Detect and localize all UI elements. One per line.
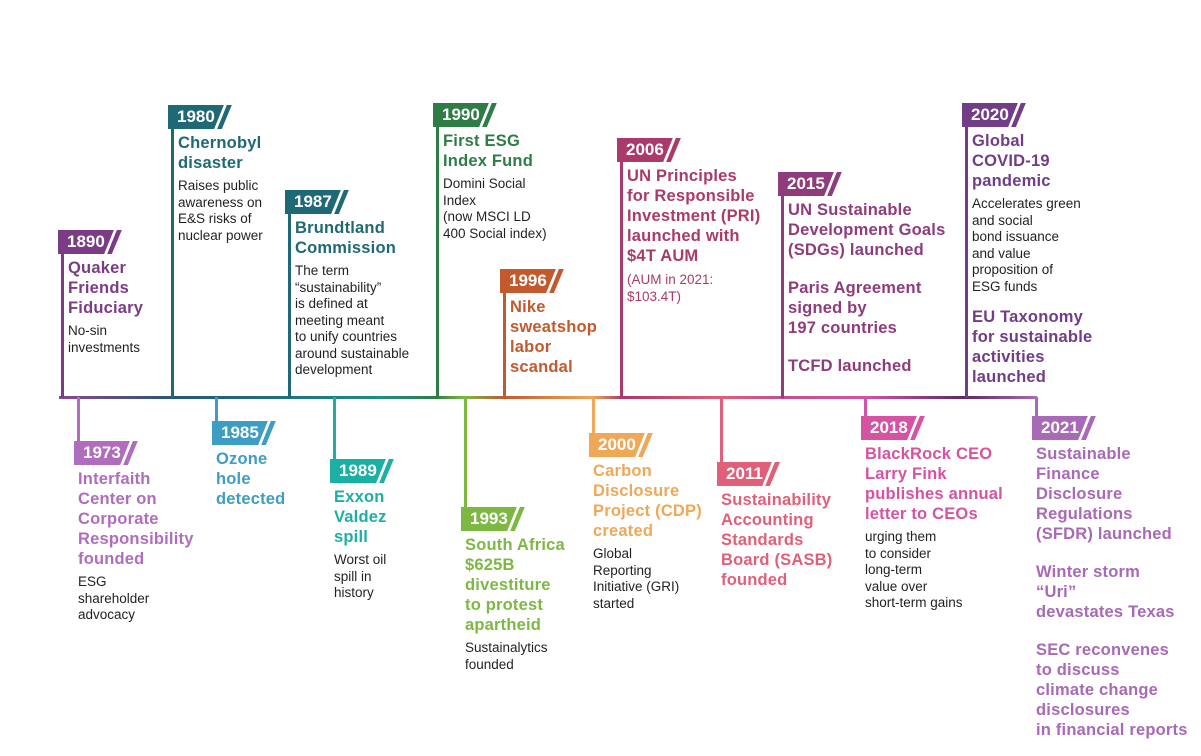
event-title: Chernobyl disaster bbox=[178, 134, 262, 172]
event-connector-1996 bbox=[503, 291, 506, 398]
event-text-2000: Carbon Disclosure Project (CDP) created G… bbox=[593, 461, 718, 612]
event-title: Ozone hole detected bbox=[216, 450, 286, 508]
event-title: SEC reconvenes to discuss climate change… bbox=[1036, 641, 1188, 739]
year-label: 2006 bbox=[626, 140, 664, 159]
year-badge-1993: 1993 bbox=[461, 507, 525, 531]
year-badge-2021: 2021 bbox=[1032, 416, 1096, 440]
year-badge-1987: 1987 bbox=[285, 190, 349, 214]
year-label: 1987 bbox=[294, 192, 332, 211]
year-label: 2015 bbox=[787, 174, 825, 193]
event-title: Winter storm “Uri” devastates Texas bbox=[1036, 563, 1175, 621]
event-connector-2000 bbox=[592, 397, 595, 435]
event-detail: The term “sustainability” is defined at … bbox=[295, 263, 410, 377]
event-text-1890: Quaker Friends Fiduciary No-sin investmen… bbox=[68, 258, 198, 356]
event-title: UN Sustainable Development Goals (SDGs) … bbox=[788, 201, 946, 259]
event-title: (AUM in 2021: $103.4T) bbox=[627, 272, 714, 304]
event-title: Paris Agreement signed by 197 countries bbox=[788, 279, 922, 337]
year-label: 1980 bbox=[177, 107, 215, 126]
event-connector-2015 bbox=[781, 194, 784, 398]
event-detail: Worst oil spill in history bbox=[334, 552, 387, 600]
year-label: 1990 bbox=[442, 105, 480, 124]
event-detail: Accelerates green and social bond issuan… bbox=[972, 196, 1081, 294]
year-badge-1996: 1996 bbox=[500, 269, 564, 293]
year-label: 1985 bbox=[221, 423, 259, 442]
year-badge-2011: 2011 bbox=[717, 462, 780, 486]
year-badge-1890: 1890 bbox=[58, 230, 122, 254]
event-text-1973: Interfaith Center on Corporate Responsib… bbox=[78, 469, 208, 624]
event-connector-2006 bbox=[620, 160, 623, 398]
event-connector-2011 bbox=[720, 397, 723, 464]
event-connector-1973 bbox=[77, 397, 80, 443]
event-title: UN Principles for Responsible Investment… bbox=[627, 167, 761, 265]
event-text-2018: BlackRock CEO Larry Fink publishes annua… bbox=[865, 444, 1010, 612]
event-text-2006: UN Principles for Responsible Investment… bbox=[627, 166, 777, 305]
event-text-1993: South Africa $625B divestiture to protes… bbox=[465, 535, 585, 673]
event-title: South Africa $625B divestiture to protes… bbox=[465, 536, 565, 634]
event-connector-2020 bbox=[965, 125, 968, 398]
event-detail: Domini Social Index (now MSCI LD 400 Soc… bbox=[443, 176, 547, 241]
event-detail: urging them to consider long-term value … bbox=[865, 529, 963, 610]
event-connector-2021 bbox=[1035, 397, 1038, 418]
year-badge-1985: 1985 bbox=[212, 421, 276, 445]
event-title: Sustainable Finance Disclosure Regulatio… bbox=[1036, 445, 1172, 543]
event-title: Brundtland Commission bbox=[295, 219, 397, 257]
event-text-2015: UN Sustainable Development Goals (SDGs) … bbox=[788, 200, 953, 376]
event-text-1990: First ESG Index Fund Domini Social Index … bbox=[443, 131, 583, 242]
year-badge-1990: 1990 bbox=[433, 103, 497, 127]
event-connector-1985 bbox=[215, 397, 218, 423]
event-text-1980: Chernobyl disaster Raises public awarenes… bbox=[178, 133, 308, 244]
year-badge-2018: 2018 bbox=[861, 416, 925, 440]
year-badge-2000: 2000 bbox=[589, 433, 653, 457]
year-badge-2006: 2006 bbox=[617, 138, 681, 162]
event-title: EU Taxonomy for sustainable activities l… bbox=[972, 308, 1093, 386]
event-text-1985: Ozone hole detected bbox=[216, 449, 316, 509]
event-connector-1980 bbox=[171, 127, 174, 398]
year-badge-2015: 2015 bbox=[778, 172, 842, 196]
event-detail: Raises public awareness on E&S risks of … bbox=[178, 178, 263, 243]
event-text-2020: Global COVID-19 pandemic Accelerates gree… bbox=[972, 131, 1117, 387]
event-title: Interfaith Center on Corporate Responsib… bbox=[78, 470, 194, 568]
event-detail: Global Reporting Initiative (GRI) starte… bbox=[593, 546, 680, 611]
year-badge-2020: 2020 bbox=[962, 103, 1026, 127]
year-label: 1890 bbox=[67, 232, 105, 251]
timeline-axis bbox=[59, 396, 1037, 399]
event-detail: No-sin investments bbox=[68, 323, 141, 355]
event-connector-1987 bbox=[288, 212, 291, 398]
event-title: Global COVID-19 pandemic bbox=[972, 132, 1051, 190]
event-connector-1890 bbox=[61, 252, 64, 398]
year-badge-1989: 1989 bbox=[330, 459, 394, 483]
year-label: 2020 bbox=[971, 105, 1009, 124]
event-title: BlackRock CEO Larry Fink publishes annua… bbox=[865, 445, 1003, 523]
event-text-2011: Sustainability Accounting Standards Boar… bbox=[721, 490, 851, 590]
event-text-2021: Sustainable Finance Disclosure Regulatio… bbox=[1036, 444, 1196, 740]
event-title: Sustainability Accounting Standards Boar… bbox=[721, 491, 833, 589]
event-title: Exxon Valdez spill bbox=[334, 488, 387, 546]
year-label: 2021 bbox=[1041, 418, 1079, 437]
year-label: 1996 bbox=[509, 271, 547, 290]
year-label: 2011 bbox=[726, 464, 763, 483]
event-connector-1989 bbox=[333, 397, 336, 461]
event-detail: Sustainalytics founded bbox=[465, 640, 548, 672]
event-connector-2018 bbox=[864, 397, 867, 418]
year-badge-1980: 1980 bbox=[168, 105, 232, 129]
event-title: First ESG Index Fund bbox=[443, 132, 533, 170]
event-detail: ESG shareholder advocacy bbox=[78, 574, 150, 622]
year-label: 1993 bbox=[470, 509, 508, 528]
event-connector-1990 bbox=[436, 125, 439, 398]
event-text-1989: Exxon Valdez spill Worst oil spill in his… bbox=[334, 487, 434, 602]
event-text-1996: Nike sweatshop labor scandal bbox=[510, 297, 630, 377]
event-title: TCFD launched bbox=[788, 357, 912, 375]
year-badge-1973: 1973 bbox=[74, 441, 138, 465]
event-connector-1993 bbox=[464, 397, 467, 509]
event-title: Quaker Friends Fiduciary bbox=[68, 259, 144, 317]
event-title: Nike sweatshop labor scandal bbox=[510, 298, 598, 376]
year-label: 2000 bbox=[598, 435, 636, 454]
year-label: 1989 bbox=[339, 461, 377, 480]
event-text-1987: Brundtland Commission The term “sustainab… bbox=[295, 218, 440, 379]
event-title: Carbon Disclosure Project (CDP) created bbox=[593, 462, 702, 540]
year-label: 2018 bbox=[870, 418, 908, 437]
year-label: 1973 bbox=[83, 443, 121, 462]
